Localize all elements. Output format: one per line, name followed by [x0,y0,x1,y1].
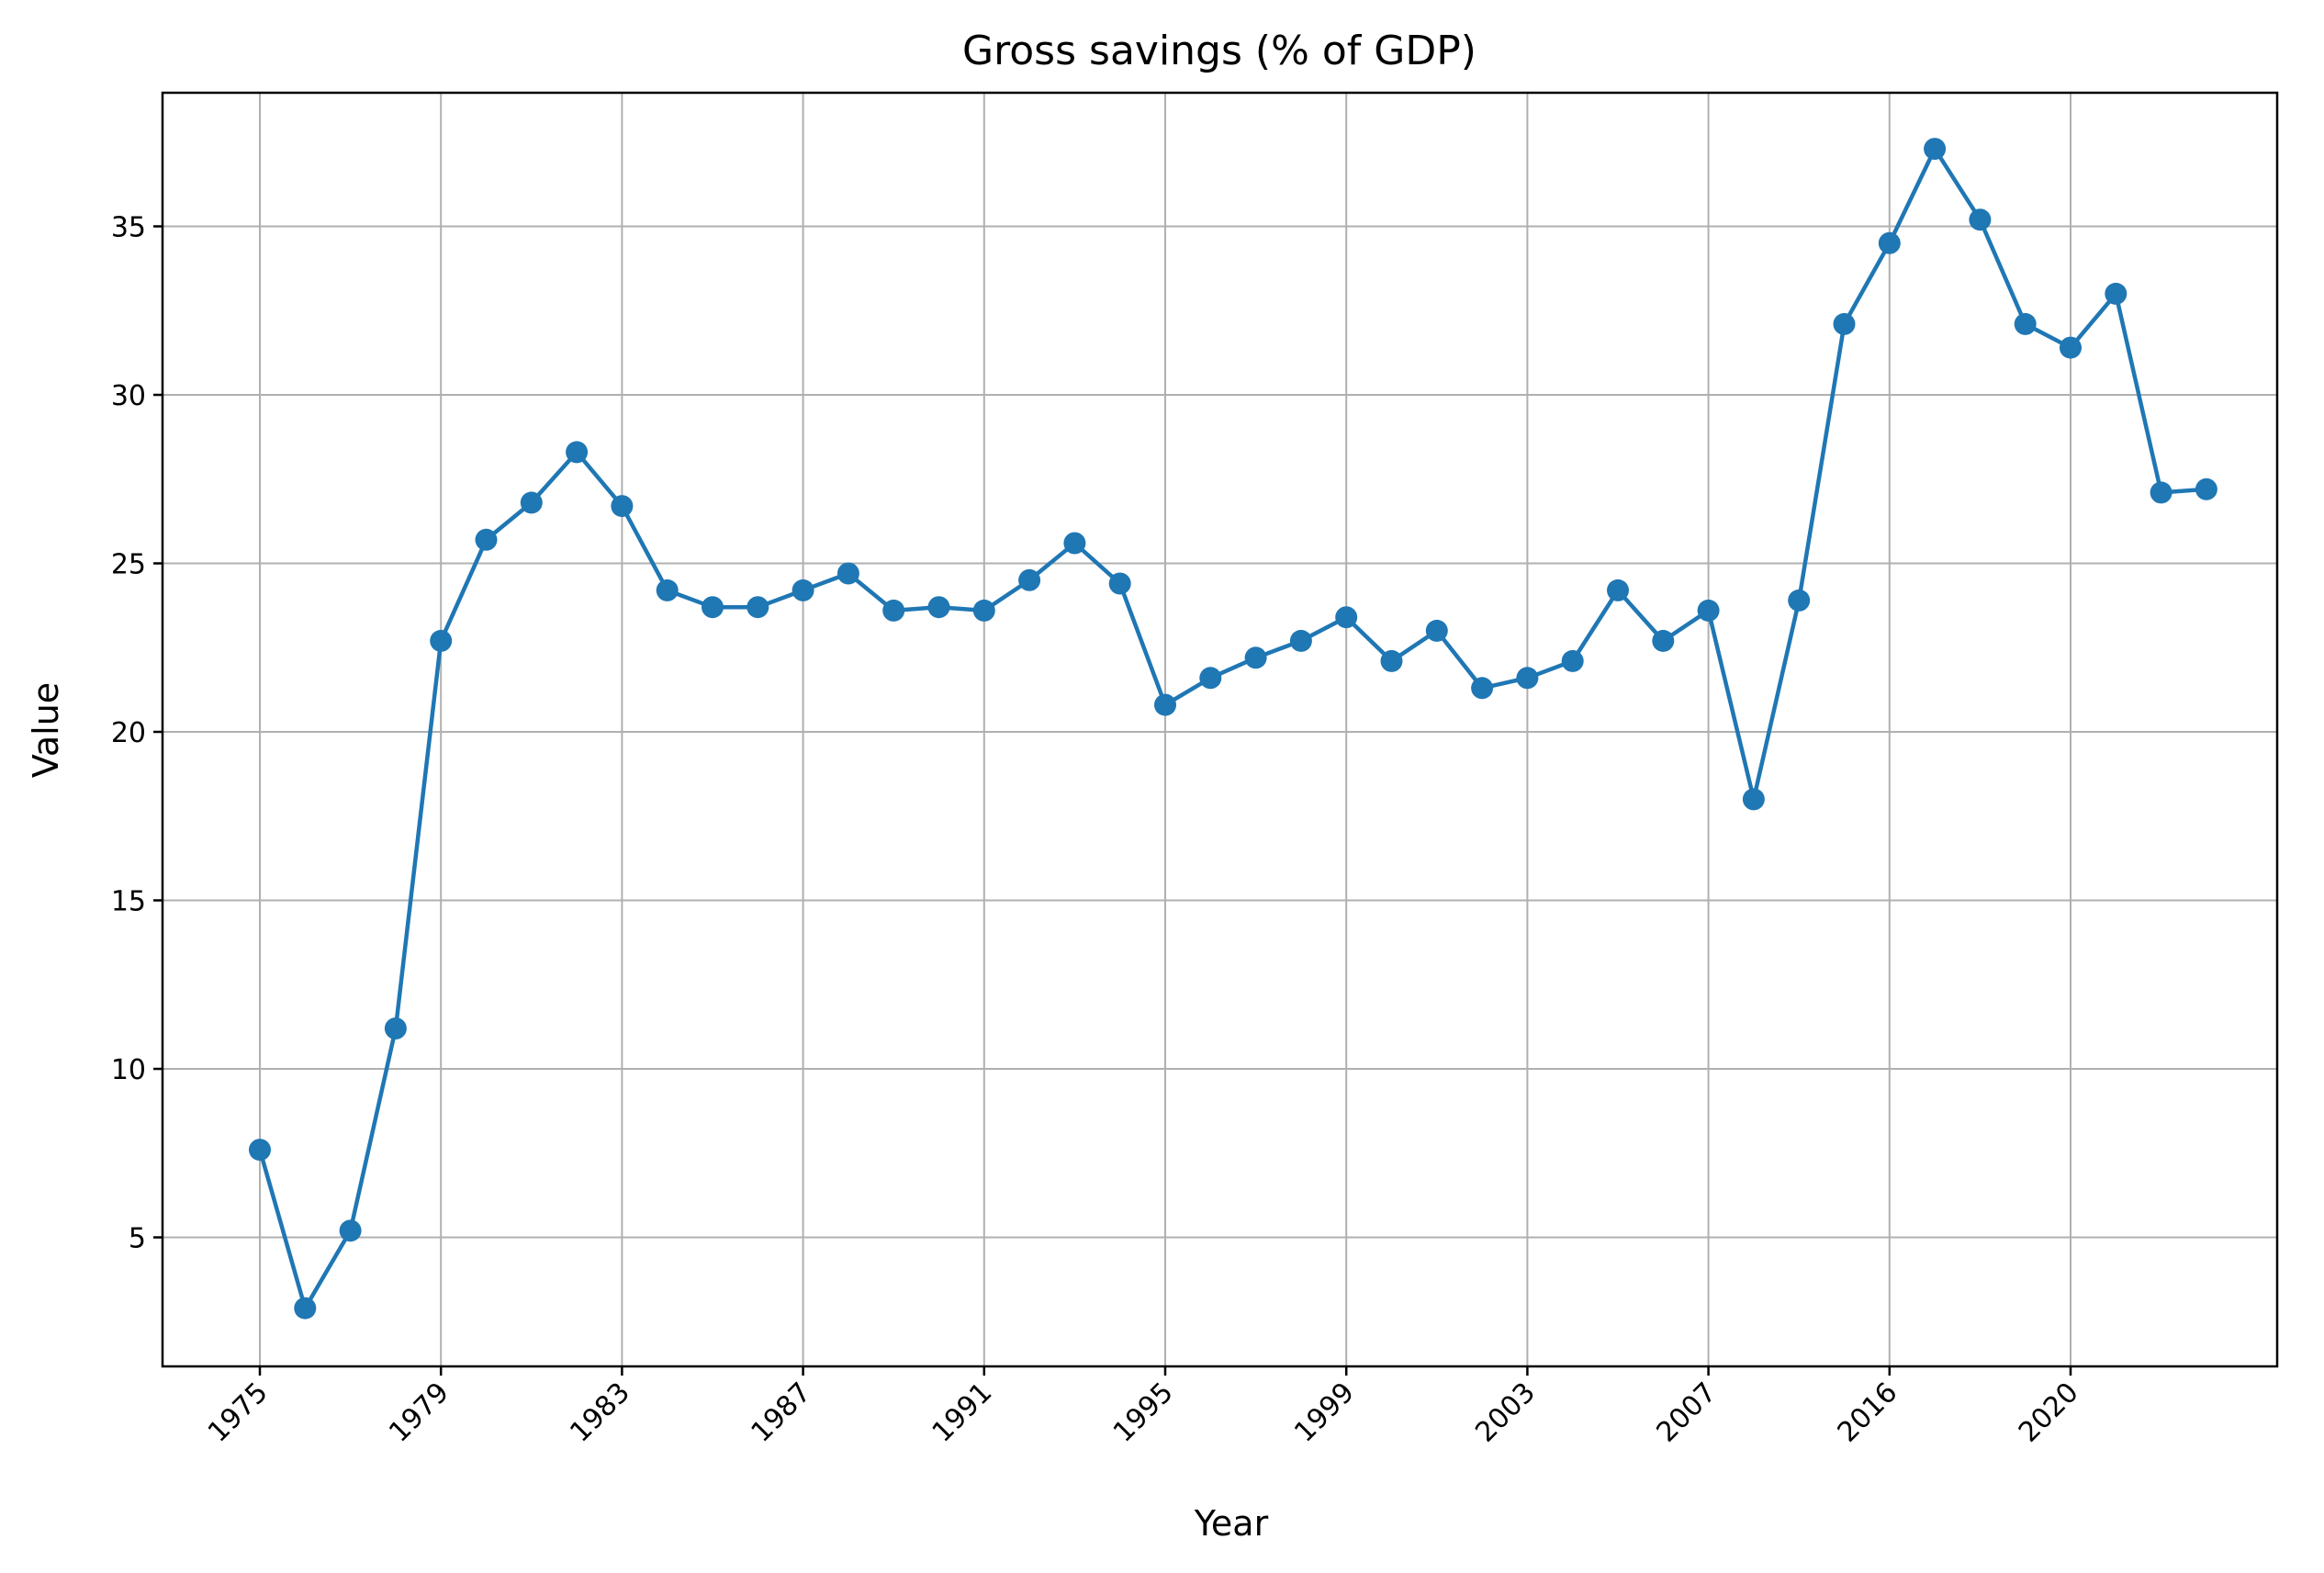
data-point [1607,579,1629,601]
y-tick-label: 20 [111,717,146,749]
data-point [792,579,814,601]
data-point [2150,481,2172,504]
data-point [339,1219,362,1242]
data-point [1561,649,1584,672]
data-point [1652,629,1675,652]
data-point [1742,788,1765,811]
y-tick-label: 30 [111,380,146,412]
data-point [1697,599,1720,622]
y-tick-label: 5 [129,1223,146,1255]
y-axis-label: Value [26,682,66,778]
data-point [1833,312,1856,335]
data-point [1516,667,1539,690]
data-point [702,596,724,619]
data-point [430,629,453,652]
data-point [1788,589,1811,612]
data-point [2014,312,2037,335]
data-point [1380,649,1403,672]
chart-title: Gross savings (% of GDP) [962,28,1476,74]
data-point [384,1017,407,1039]
data-point [249,1139,271,1162]
data-point [1878,231,1901,254]
y-tick-label: 35 [111,212,146,244]
y-tick-label: 25 [111,549,146,581]
x-axis-label: Year [1194,1503,1269,1544]
data-point [1018,568,1041,591]
data-point [294,1297,317,1320]
data-point [520,491,543,514]
data-point [836,562,859,585]
data-point [1244,646,1267,669]
data-point [747,596,769,619]
data-point [1199,667,1222,690]
data-point [1425,619,1448,642]
data-point [927,596,950,619]
series-line [257,146,2207,1310]
data-point [1969,208,1992,231]
plot-frame [161,91,2279,1368]
data-point [1924,138,1947,161]
series-layer [249,138,2217,1320]
data-point [972,599,995,622]
y-tick-label: 15 [111,886,146,918]
y-tick-label: 10 [111,1054,146,1086]
data-point [611,495,634,518]
data-point [1108,572,1131,595]
data-point [656,579,679,601]
data-point [475,528,498,551]
data-point [882,599,905,622]
data-point [1063,532,1086,555]
data-point [2195,478,2217,500]
data-point [2105,282,2128,305]
grid-lines [163,93,2277,1366]
data-point [566,441,589,464]
data-point [1154,693,1176,716]
data-point [1471,677,1494,700]
data-point [1335,606,1358,629]
data-point [2060,336,2082,359]
data-point [1289,629,1312,652]
